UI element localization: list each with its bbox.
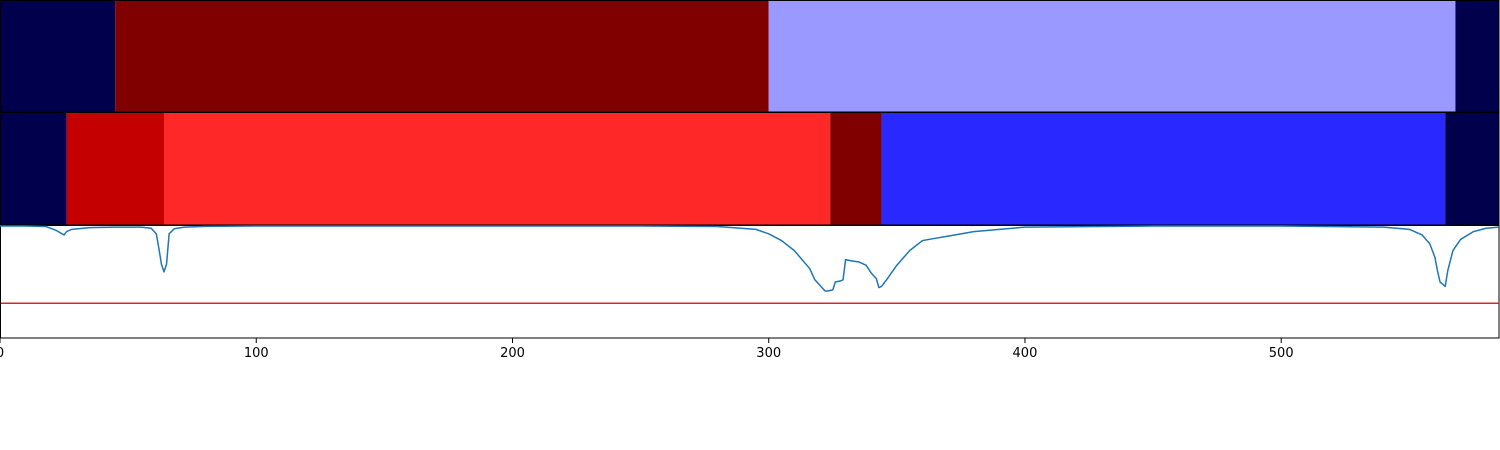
series-line xyxy=(0,225,1500,292)
segment-1-1 xyxy=(0,1,116,112)
segment-2-6 xyxy=(1445,113,1499,225)
x-tick-label-0: 0 xyxy=(0,346,4,361)
line-panel-frame xyxy=(0,225,1500,339)
segment-2-4 xyxy=(830,113,882,225)
segment-1-3 xyxy=(768,1,1456,112)
x-tick-label-400: 400 xyxy=(1013,346,1038,361)
segment-2-1 xyxy=(0,113,67,225)
x-tick-label-200: 200 xyxy=(500,346,525,361)
segment-1-4 xyxy=(1455,1,1499,112)
segment-bar-middle xyxy=(0,112,1500,226)
x-tick-label-500: 500 xyxy=(1269,346,1294,361)
segment-bar-top xyxy=(0,0,1500,113)
segment-2-2 xyxy=(66,113,164,225)
x-axis: 0 100 200 300 400 500 xyxy=(0,338,1294,361)
segment-2-5 xyxy=(881,113,1446,225)
segment-2-3 xyxy=(163,113,831,225)
line-panel xyxy=(0,225,1500,339)
x-tick-label-100: 100 xyxy=(244,346,269,361)
segment-1-2 xyxy=(115,1,769,112)
x-tick-label-300: 300 xyxy=(756,346,781,361)
